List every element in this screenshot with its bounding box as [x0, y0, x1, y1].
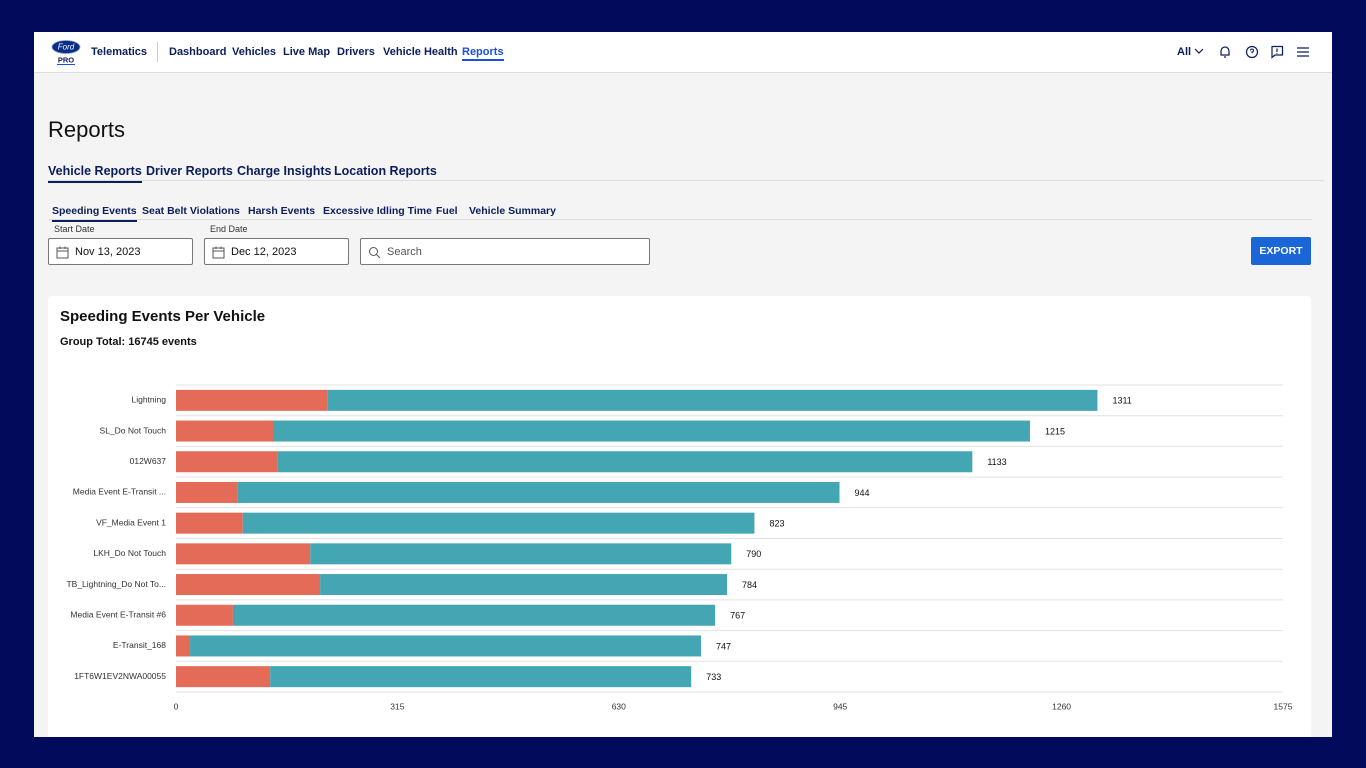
bar-segment: [176, 604, 233, 626]
x-tick-label: 630: [612, 701, 626, 711]
bar-segment: [176, 635, 191, 657]
total-label: 790: [746, 549, 761, 559]
x-tick-label: 945: [833, 701, 847, 711]
total-label: 747: [716, 641, 731, 651]
search-icon: [369, 247, 381, 259]
total-label: 1311: [1112, 396, 1131, 406]
x-tick-label: 1575: [1274, 701, 1293, 711]
bar-segment: [176, 543, 311, 565]
search-placeholder: Search: [387, 246, 422, 258]
bar-segment: [237, 481, 840, 503]
nav-link[interactable]: Vehicle Health: [383, 46, 458, 58]
total-label: 823: [769, 519, 784, 529]
total-label: 944: [854, 488, 869, 498]
chart-title: Speeding Events Per Vehicle: [60, 308, 265, 325]
nav-link[interactable]: Drivers: [337, 46, 375, 58]
chart: Speeding Events Per Vehicle Group Total:…: [60, 308, 1293, 711]
bar-segment: [320, 574, 728, 596]
bar-segment: [327, 389, 1098, 411]
bar-segment: [310, 543, 732, 565]
tab[interactable]: Charge Insights: [237, 164, 332, 178]
bar-segment: [176, 512, 243, 534]
start-date-label: Start Date: [54, 224, 95, 234]
bar-segment: [190, 635, 702, 657]
x-tick-label: 1260: [1052, 701, 1071, 711]
bar-segment: [232, 604, 716, 626]
nav-link[interactable]: Vehicles: [232, 46, 277, 58]
feedback-icon[interactable]: [1270, 45, 1284, 59]
bar-segment: [176, 389, 328, 411]
sub-tab[interactable]: Excessive Idling Time: [323, 205, 432, 217]
category-label: Lightning: [131, 395, 166, 405]
page-title: Reports: [48, 117, 126, 142]
sub-tab[interactable]: Speeding Events: [52, 205, 137, 222]
category-label: Media Event E-Transit #6: [70, 610, 166, 620]
chart-card: Speeding Events Per Vehicle Group Total:…: [48, 296, 1311, 737]
chevron: [1194, 48, 1204, 54]
menu-icon[interactable]: [1296, 46, 1310, 58]
bar-segment: [176, 481, 238, 503]
bar-segment: [277, 451, 973, 473]
sub-tab[interactable]: Fuel: [436, 205, 458, 217]
filter-label: All: [1177, 46, 1192, 58]
total-label: 784: [742, 580, 757, 590]
category-label: Media Event E-Transit ...: [73, 487, 166, 497]
top-bar: Ford PRO Telematics Dashboard Vehicles L…: [34, 32, 1332, 73]
divider: [157, 42, 158, 62]
tab[interactable]: Driver Reports: [146, 164, 233, 178]
bar-segment: [176, 574, 321, 596]
logo-sub: PRO: [58, 56, 74, 65]
subtab-divider: [48, 219, 1312, 220]
bar-segment: [270, 666, 692, 688]
chart-subtitle: Group Total: 16745 events: [60, 336, 197, 348]
end-date-label: End Date: [210, 224, 248, 234]
start-date-input[interactable]: Nov 13, 2023: [48, 238, 193, 265]
nav-link[interactable]: Reports: [462, 46, 504, 61]
help-icon[interactable]: [1245, 45, 1259, 59]
bar-segment: [272, 420, 1030, 442]
sub-tab[interactable]: Seat Belt Violations: [142, 205, 240, 217]
export-button[interactable]: EXPORT: [1251, 237, 1311, 265]
end-date-input[interactable]: Dec 12, 2023: [204, 238, 349, 265]
bar-segment: [176, 666, 271, 688]
category-label: TB_Lightning_Do Not To...: [66, 579, 166, 589]
category-label: VF_Media Event 1: [96, 517, 166, 527]
total-label: 767: [730, 611, 745, 621]
total-label: 1215: [1045, 426, 1065, 436]
bell-icon[interactable]: [1218, 45, 1232, 59]
app: Ford PRO Telematics Dashboard Vehicles L…: [34, 32, 1332, 737]
nav-link[interactable]: Live Map: [283, 46, 331, 58]
category-label: SL_Do Not Touch: [100, 425, 167, 435]
logo-text: Ford: [58, 43, 75, 52]
logo[interactable]: Ford PRO: [50, 39, 82, 65]
total-label: 1133: [987, 457, 1006, 467]
category-label: 012W637: [130, 456, 167, 466]
start-date-value: Nov 13, 2023: [75, 246, 141, 258]
search-input[interactable]: Search: [360, 238, 650, 265]
calendar-icon: [56, 246, 69, 259]
product-name: Telematics: [91, 46, 148, 58]
category-label: 1FT6W1EV2NWA00055: [74, 671, 166, 681]
end-date-value: Dec 12, 2023: [231, 246, 297, 258]
nav-link[interactable]: Dashboard: [169, 46, 227, 58]
sub-tab[interactable]: Vehicle Summary: [469, 205, 556, 217]
bar-segment: [242, 512, 755, 534]
sub-tab[interactable]: Harsh Events: [248, 205, 316, 217]
calendar-icon: [212, 246, 225, 259]
bar-segment: [176, 420, 273, 442]
category-label: LKH_Do Not Touch: [93, 548, 166, 558]
tab[interactable]: Location Reports: [334, 164, 437, 178]
tab[interactable]: Vehicle Reports: [48, 164, 142, 183]
category-label: E-Transit_168: [113, 640, 166, 650]
x-tick-label: 315: [390, 701, 404, 711]
filter-dropdown[interactable]: All: [1177, 46, 1204, 58]
total-label: 733: [706, 672, 721, 682]
bar-segment: [176, 451, 278, 473]
tab-divider: [48, 180, 1324, 181]
x-tick-label: 0: [174, 701, 179, 711]
